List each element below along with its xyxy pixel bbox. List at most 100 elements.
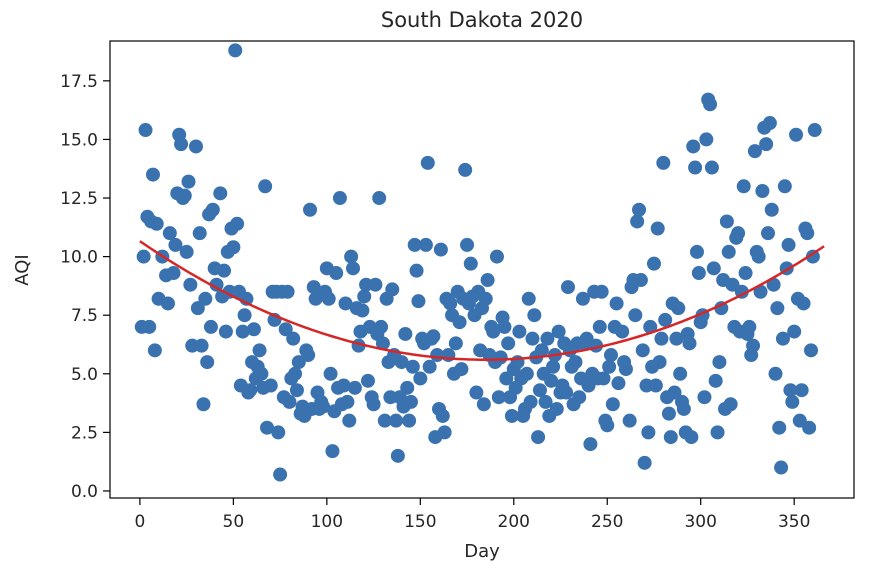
data-point xyxy=(789,127,804,142)
data-point xyxy=(323,366,338,381)
data-point xyxy=(493,350,508,365)
x-tick-label: 150 xyxy=(404,512,436,532)
data-point xyxy=(246,322,261,337)
y-tick-label: 0.0 xyxy=(71,482,98,502)
data-point xyxy=(785,394,800,409)
data-point xyxy=(162,226,177,241)
data-point xyxy=(686,139,701,154)
data-point xyxy=(637,455,652,470)
data-point xyxy=(372,191,387,206)
y-tick-label: 7.5 xyxy=(71,306,98,326)
data-point xyxy=(594,284,609,299)
data-point xyxy=(688,160,703,175)
data-point xyxy=(575,291,590,306)
data-point xyxy=(426,329,441,344)
x-tick-label: 250 xyxy=(591,512,623,532)
data-point xyxy=(316,399,331,414)
data-point xyxy=(710,425,725,440)
data-point xyxy=(168,237,183,252)
data-point xyxy=(230,216,245,231)
data-point xyxy=(218,324,233,339)
data-point xyxy=(602,359,617,374)
fit-line xyxy=(139,240,825,361)
data-point xyxy=(499,371,514,386)
data-point xyxy=(648,378,663,393)
data-point xyxy=(682,336,697,351)
data-point xyxy=(306,280,321,295)
data-point xyxy=(643,319,658,334)
data-point xyxy=(805,249,820,264)
data-point xyxy=(377,413,392,428)
y-tick-label: 2.5 xyxy=(71,423,98,443)
data-point xyxy=(183,277,198,292)
data-point xyxy=(243,383,258,398)
data-point xyxy=(646,256,661,271)
data-point xyxy=(179,244,194,259)
data-point xyxy=(486,324,501,339)
data-point xyxy=(708,373,723,388)
data-point xyxy=(338,296,353,311)
data-point xyxy=(592,319,607,334)
x-tick-label: 200 xyxy=(498,512,530,532)
data-point xyxy=(374,319,389,334)
data-point xyxy=(181,174,196,189)
data-point xyxy=(661,406,676,421)
data-point xyxy=(263,378,278,393)
data-point xyxy=(603,348,618,363)
data-point xyxy=(321,291,336,306)
data-point xyxy=(288,366,303,381)
data-point xyxy=(796,296,811,311)
data-point xyxy=(357,289,372,304)
data-point xyxy=(336,378,351,393)
data-point xyxy=(667,385,682,400)
y-tick-label: 15.0 xyxy=(60,130,98,150)
data-point xyxy=(512,324,527,339)
data-point xyxy=(684,430,699,445)
data-point xyxy=(766,277,781,292)
data-point xyxy=(403,394,418,409)
data-point xyxy=(200,355,215,370)
data-point xyxy=(777,179,792,194)
data-point xyxy=(217,263,232,278)
data-point xyxy=(774,460,789,475)
data-point xyxy=(203,319,218,334)
data-point xyxy=(301,348,316,363)
data-point xyxy=(452,315,467,330)
data-point xyxy=(433,242,448,257)
data-point xyxy=(762,116,777,131)
data-point xyxy=(192,226,207,241)
data-point xyxy=(775,331,790,346)
data-point xyxy=(138,123,153,138)
data-point xyxy=(282,394,297,409)
data-point xyxy=(633,273,648,288)
data-point xyxy=(742,319,757,334)
data-point xyxy=(454,362,469,377)
x-tick-label: 100 xyxy=(311,512,343,532)
data-point xyxy=(258,179,273,194)
data-point xyxy=(501,336,516,351)
data-point xyxy=(329,266,344,281)
chart-title: South Dakota 2020 xyxy=(381,8,583,32)
data-point xyxy=(628,308,643,323)
x-axis-label: Day xyxy=(464,541,500,562)
data-point xyxy=(632,202,647,217)
data-point xyxy=(389,413,404,428)
data-point xyxy=(458,162,473,177)
data-point xyxy=(400,380,415,395)
y-tick-label: 5.0 xyxy=(71,365,98,385)
data-point xyxy=(136,249,151,264)
data-point xyxy=(691,266,706,281)
data-point xyxy=(654,331,669,346)
data-point xyxy=(360,373,375,388)
data-point xyxy=(568,355,583,370)
data-point xyxy=(422,359,437,374)
data-point xyxy=(572,390,587,405)
data-point xyxy=(559,385,574,400)
data-point xyxy=(615,324,630,339)
data-point xyxy=(235,324,250,339)
data-point xyxy=(437,425,452,440)
data-point xyxy=(714,301,729,316)
data-point xyxy=(669,331,684,346)
data-point xyxy=(521,291,536,306)
